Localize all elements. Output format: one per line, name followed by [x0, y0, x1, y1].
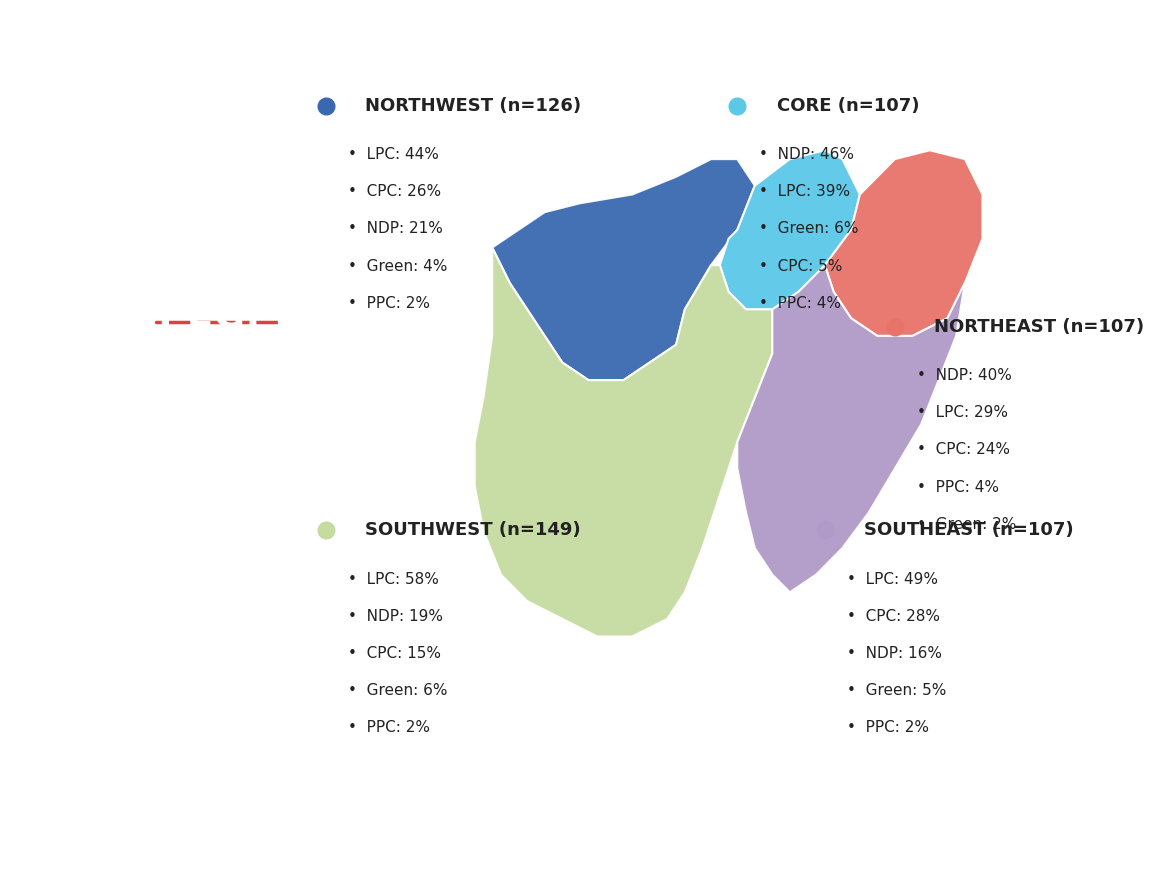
Text: •  NDP: 40%: • NDP: 40%: [916, 369, 1012, 383]
Text: •  CPC: 26%: • CPC: 26%: [348, 185, 441, 199]
Text: •  NDP: 16%: • NDP: 16%: [847, 646, 941, 660]
Text: •  Green: 6%: • Green: 6%: [348, 683, 448, 697]
Text: SOUTHEAST (n=107): SOUTHEAST (n=107): [865, 522, 1074, 539]
Text: •  LPC: 49%: • LPC: 49%: [847, 572, 938, 586]
Text: •  PPC: 2%: • PPC: 2%: [348, 296, 430, 310]
Text: •  NDP: 19%: • NDP: 19%: [348, 609, 443, 623]
Text: •  CPC: 15%: • CPC: 15%: [348, 646, 441, 660]
Text: •  PPC: 4%: • PPC: 4%: [916, 480, 999, 494]
Text: •  Green: 6%: • Green: 6%: [759, 222, 859, 236]
Polygon shape: [738, 265, 965, 592]
Text: •  PPC: 4%: • PPC: 4%: [759, 296, 841, 310]
Text: •  LPC: 58%: • LPC: 58%: [348, 572, 438, 586]
Text: LIBERALS: LIBERALS: [21, 106, 229, 144]
Text: •  NDP: 46%: • NDP: 46%: [759, 148, 854, 162]
Text: SOUTH: SOUTH: [21, 233, 173, 271]
Polygon shape: [825, 150, 982, 336]
Text: •  PPC: 2%: • PPC: 2%: [348, 720, 430, 735]
Text: •  LPC: 39%: • LPC: 39%: [759, 185, 851, 199]
Polygon shape: [475, 248, 772, 636]
Text: NORTHEAST: NORTHEAST: [21, 424, 286, 462]
Text: •  Green: 2%: • Green: 2%: [916, 517, 1016, 531]
Text: •  NDP: 21%: • NDP: 21%: [348, 222, 443, 236]
Text: Q4. “Now turning to federal politics for a minute. If a federal election were he: Q4. “Now turning to federal politics for…: [21, 495, 1117, 528]
Text: BE RESEARCH INC.: BE RESEARCH INC.: [105, 843, 308, 862]
Text: •  PPC: 2%: • PPC: 2%: [847, 720, 928, 735]
Text: •  CPC: 24%: • CPC: 24%: [916, 443, 1009, 457]
Text: CORE (n=107): CORE (n=107): [777, 97, 919, 115]
Polygon shape: [492, 159, 754, 380]
Text: PR: PR: [21, 843, 51, 862]
Text: DOMINANT IN: DOMINANT IN: [21, 170, 322, 208]
Text: •  CPC: 5%: • CPC: 5%: [759, 259, 842, 273]
Text: •  LPC: 29%: • LPC: 29%: [916, 406, 1008, 420]
Text: Base: Winnipeg respondents
(N=600): Base: Winnipeg respondents (N=600): [21, 778, 240, 811]
Text: •  LPC: 44%: • LPC: 44%: [348, 148, 438, 162]
Text: SOUTHWEST (n=149): SOUTHWEST (n=149): [365, 522, 580, 539]
Text: WINNIPEG; NDP: WINNIPEG; NDP: [21, 297, 368, 335]
Text: •  Green: 5%: • Green: 5%: [847, 683, 946, 697]
Text: •  CPC: 28%: • CPC: 28%: [847, 609, 940, 623]
Text: NORTHEAST (n=107): NORTHEAST (n=107): [934, 318, 1144, 336]
Text: NORTHWEST (n=126): NORTHWEST (n=126): [365, 97, 582, 115]
Text: LEADS IN CORE,: LEADS IN CORE,: [21, 361, 370, 399]
Text: •  Green: 4%: • Green: 4%: [348, 259, 448, 273]
Polygon shape: [720, 150, 860, 309]
